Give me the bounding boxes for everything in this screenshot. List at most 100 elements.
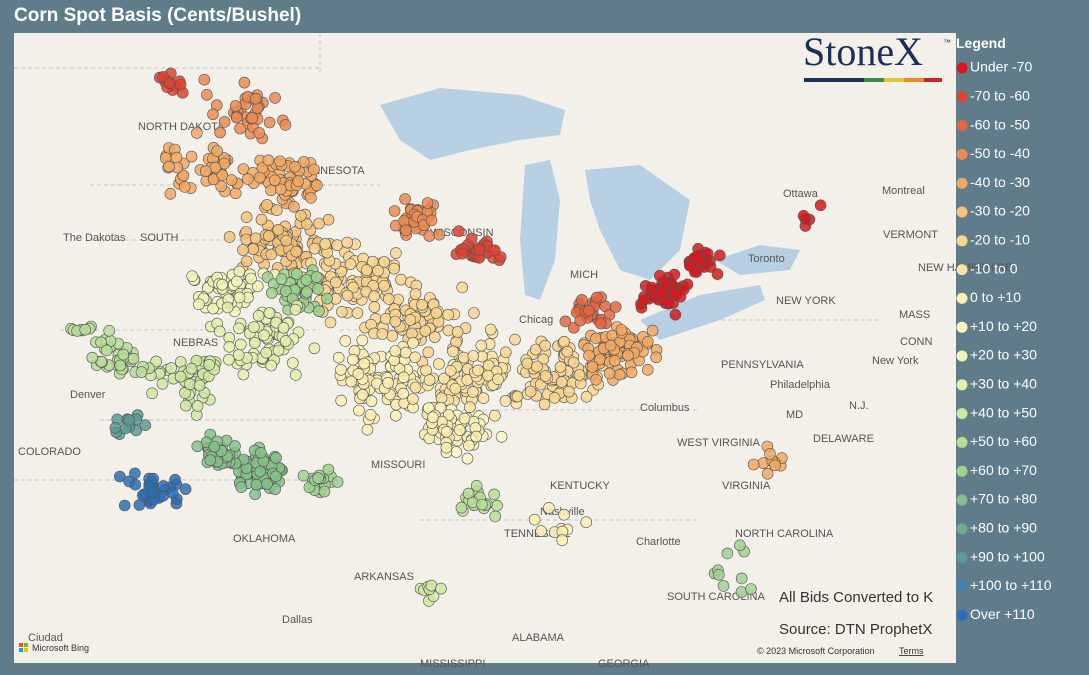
bid-point	[499, 395, 512, 407]
bid-point	[397, 371, 410, 384]
bid-point	[440, 425, 453, 438]
bid-point	[312, 283, 324, 295]
legend-label: +70 to +80	[970, 491, 1037, 507]
bid-point	[245, 272, 257, 285]
bid-point	[301, 286, 313, 298]
bid-point	[229, 100, 242, 112]
bid-point	[721, 547, 734, 560]
place-label: Dallas	[282, 614, 313, 626]
bid-point	[235, 338, 247, 351]
bid-point	[233, 322, 245, 335]
legend-swatch	[956, 350, 968, 362]
bid-point	[174, 370, 187, 383]
bid-point	[308, 163, 320, 176]
legend-swatch	[956, 523, 968, 535]
bid-point	[538, 398, 551, 411]
copyright: © 2023 Microsoft Corporation	[757, 646, 875, 656]
place-label: MASS	[899, 309, 930, 321]
bid-point	[191, 127, 203, 139]
bid-point	[399, 193, 411, 205]
bid-point	[539, 370, 552, 382]
legend-label: -30 to -20	[970, 203, 1030, 219]
bid-point	[449, 382, 462, 395]
legend-swatch	[956, 379, 968, 391]
bid-point	[382, 293, 395, 305]
bid-point	[331, 476, 344, 488]
bid-point	[574, 314, 587, 327]
bid-point	[440, 441, 453, 454]
bid-point	[341, 236, 354, 249]
bid-point	[123, 475, 135, 488]
bid-point	[191, 440, 204, 453]
bid-point	[764, 448, 776, 460]
place-label: KENTUCKY	[550, 480, 611, 492]
logo-stripe	[884, 78, 904, 82]
place-label: The Dakotas	[63, 232, 126, 244]
bid-point	[249, 336, 261, 349]
bid-point	[646, 324, 659, 337]
bid-point	[248, 321, 260, 333]
bid-point	[400, 224, 412, 237]
bid-point	[356, 388, 369, 401]
bid-point	[613, 368, 626, 381]
bid-point	[277, 321, 290, 334]
legend-swatch	[956, 206, 968, 218]
bid-point	[232, 349, 245, 361]
terms-link[interactable]: Terms	[899, 646, 924, 656]
bid-point	[193, 379, 206, 392]
bid-point	[428, 331, 441, 343]
place-label: Columbus	[640, 402, 690, 414]
bid-point	[297, 469, 310, 482]
bid-point	[289, 303, 302, 316]
bid-point	[260, 346, 273, 359]
bid-point	[118, 499, 131, 512]
bid-point	[324, 316, 337, 329]
bid-point	[269, 92, 281, 104]
bid-point	[330, 276, 342, 289]
bid-point	[712, 568, 725, 581]
bid-point	[265, 287, 278, 299]
bid-point	[135, 366, 148, 378]
bid-point	[216, 169, 229, 181]
bid-point	[247, 243, 259, 255]
bid-point	[308, 342, 321, 355]
bid-point	[249, 232, 262, 245]
lake-superior	[380, 88, 565, 160]
bid-point	[376, 328, 389, 340]
bid-point	[407, 337, 419, 349]
place-label: MISSISSIPPI	[420, 658, 485, 670]
place-label: VIRGINIA	[722, 480, 771, 492]
legend-label: +40 to +50	[970, 404, 1037, 420]
legend-label: Under -70	[970, 59, 1032, 75]
bid-point	[268, 174, 281, 187]
bid-point	[421, 197, 434, 209]
bid-point	[531, 360, 543, 373]
bid-point	[275, 273, 288, 286]
bid-point	[641, 335, 654, 348]
attribution: Microsoft Bing	[32, 643, 89, 653]
bid-point	[488, 488, 501, 501]
legend-swatch	[956, 465, 968, 477]
ms-logo	[24, 643, 28, 647]
bid-point	[509, 333, 521, 346]
bid-point	[249, 488, 261, 500]
bid-point	[310, 271, 323, 283]
legend-label: -60 to -50	[970, 116, 1030, 132]
bid-point	[717, 580, 730, 592]
bid-point	[456, 247, 469, 260]
bid-point	[650, 351, 663, 364]
legend-swatch	[956, 62, 968, 74]
bid-point	[543, 502, 555, 514]
bid-point	[351, 307, 364, 319]
bid-point	[360, 264, 373, 276]
bid-point	[280, 285, 292, 298]
bid-point	[289, 161, 301, 173]
bid-point	[211, 145, 223, 157]
place-label: NEW YORK	[776, 295, 836, 307]
bid-point	[313, 217, 325, 230]
bid-point	[203, 358, 215, 371]
bid-point	[255, 446, 267, 459]
bid-point	[465, 232, 478, 245]
bid-point	[177, 169, 190, 182]
bid-point	[554, 361, 567, 373]
